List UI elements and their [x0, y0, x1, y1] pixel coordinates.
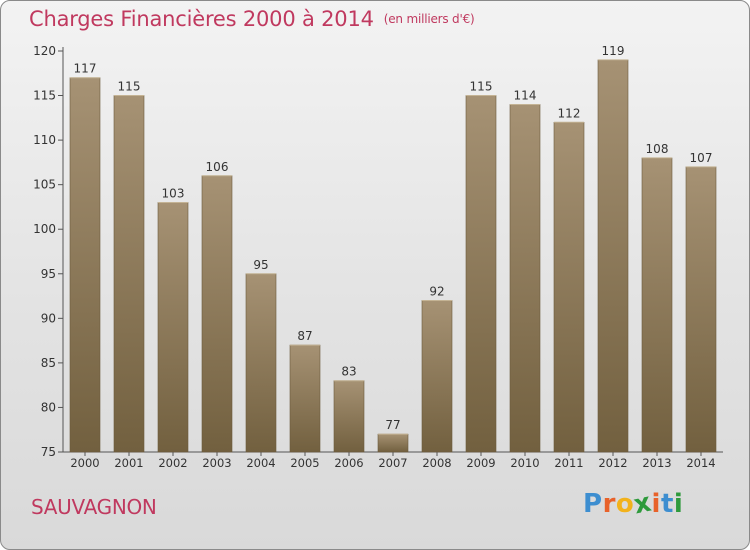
- y-tick-label: 100: [33, 222, 56, 236]
- data-label: 106: [206, 160, 229, 174]
- x-tick-label: 2009: [466, 456, 495, 470]
- x-tick-label: 2007: [378, 456, 407, 470]
- x-tick-label: 2010: [510, 456, 539, 470]
- x-tick-label: 2006: [334, 456, 363, 470]
- bar: [377, 433, 409, 453]
- x-tick-label: 2002: [158, 456, 187, 470]
- data-label: 92: [429, 285, 444, 299]
- data-label: 112: [558, 106, 581, 120]
- data-label: 117: [74, 62, 97, 76]
- bar: [245, 273, 277, 453]
- logo-letter: o: [615, 489, 635, 519]
- x-tick-label: 2005: [290, 456, 319, 470]
- x-tick-label: 2001: [114, 456, 143, 470]
- x-tick-label: 2000: [70, 456, 99, 470]
- logo-letter: P: [583, 489, 603, 519]
- chart-title: Charges Financières 2000 à 2014 (en milli…: [29, 7, 475, 31]
- logo-letter: t: [660, 489, 674, 519]
- bar: [333, 380, 365, 453]
- bar: [69, 77, 101, 453]
- x-tick-label: 2014: [686, 456, 715, 470]
- y-tick-label: 120: [33, 44, 56, 58]
- y-tick-label: 95: [41, 267, 56, 281]
- bar: [553, 121, 585, 453]
- commune-name: SAUVAGNON: [31, 495, 157, 519]
- data-label: 95: [253, 258, 268, 272]
- y-tick-label: 90: [41, 311, 56, 325]
- y-tick-label: 110: [33, 133, 56, 147]
- bar: [157, 202, 189, 453]
- x-tick-label: 2011: [554, 456, 583, 470]
- bar: [113, 95, 145, 453]
- x-tick-label: 2003: [202, 456, 231, 470]
- x-tick-label: 2013: [642, 456, 671, 470]
- bar: [685, 166, 717, 453]
- bar: [201, 175, 233, 453]
- data-label: 114: [514, 88, 537, 102]
- x-tick-label: 2004: [246, 456, 275, 470]
- y-tick-label: 115: [33, 89, 56, 103]
- data-label: 77: [385, 418, 400, 432]
- x-tick-label: 2008: [422, 456, 451, 470]
- chart-subtitle: (en milliers d'€): [383, 12, 475, 26]
- data-label: 115: [470, 80, 493, 94]
- logo-letter: i: [651, 489, 661, 519]
- data-label: 87: [297, 329, 312, 343]
- y-tick-label: 80: [41, 400, 56, 414]
- data-label: 107: [690, 151, 713, 165]
- data-label: 103: [162, 186, 185, 200]
- logo-letter: i: [673, 489, 684, 519]
- data-labels: 117 115 103 106 95 87 83 77 92 115 114 112 119 108 107: [74, 44, 713, 432]
- y-tick-label: 105: [33, 178, 56, 192]
- bar: [641, 157, 673, 453]
- data-label: 119: [602, 44, 625, 58]
- y-tick-label: 75: [41, 445, 56, 459]
- data-label: 108: [646, 142, 669, 156]
- x-tick-label: 2012: [598, 456, 627, 470]
- bars: [69, 59, 717, 453]
- data-label: 115: [118, 80, 141, 94]
- axes: 75 80 85 90 95 100 105 110 115 120 2000 2001 2002 200…: [33, 44, 723, 470]
- data-label: 83: [341, 365, 356, 379]
- y-tick-label: 85: [41, 356, 56, 370]
- bar: [509, 104, 541, 453]
- bar: [421, 300, 453, 453]
- proxiti-logo: Proxiti: [583, 488, 684, 521]
- logo-letter: r: [602, 489, 616, 519]
- bar: [465, 95, 497, 453]
- bar: [597, 59, 629, 453]
- chart-title-text: Charges Financières 2000 à 2014: [29, 7, 374, 31]
- bar: [289, 344, 321, 453]
